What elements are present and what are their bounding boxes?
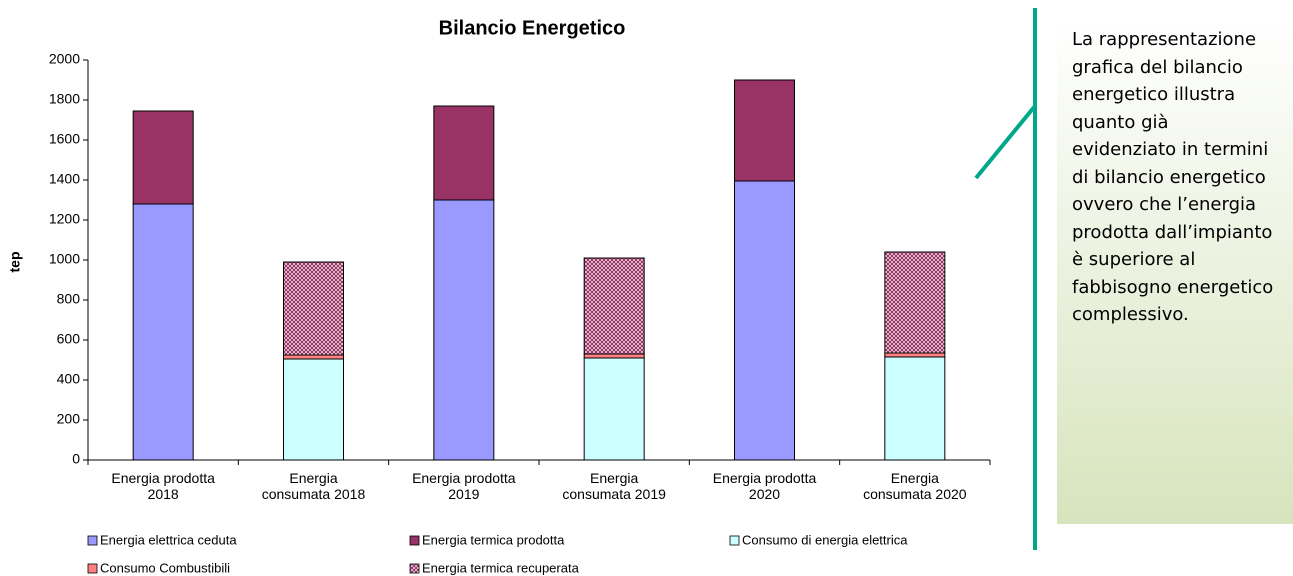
bar-segment <box>433 199 495 461</box>
bar-segment <box>734 180 795 461</box>
bar-segment <box>884 251 946 354</box>
bar-segment <box>283 354 344 360</box>
bar-segment <box>734 79 795 182</box>
legend-label: Energia elettrica ceduta <box>100 532 237 547</box>
x-tick-label: Energia prodotta 2019 <box>412 470 516 502</box>
bar-segment <box>433 105 495 201</box>
legend-label: Energia termica prodotta <box>422 532 565 547</box>
y-tick-label: 800 <box>57 291 81 307</box>
bar-segment <box>283 261 344 356</box>
legend-swatch <box>87 535 98 546</box>
legend-swatch <box>87 563 98 574</box>
y-tick-label: 1400 <box>49 171 80 187</box>
bar-segment <box>583 357 645 461</box>
y-tick-label: 0 <box>72 451 80 467</box>
y-tick-label: 1800 <box>49 91 80 107</box>
x-tick-label: Energia prodotta 2018 <box>111 470 215 502</box>
bar-segment <box>583 257 645 355</box>
legend-swatch <box>729 535 740 546</box>
y-tick-label: 600 <box>57 331 81 347</box>
legend-swatch <box>409 535 420 546</box>
bar-segment <box>132 110 194 205</box>
legend-label: Consumo Combustibili <box>100 560 230 575</box>
y-tick-label: 200 <box>57 411 81 427</box>
chart-title: Bilancio Energetico <box>439 17 626 39</box>
x-tick-label: Energia consumata 2020 <box>863 470 967 502</box>
x-tick-label: Energia consumata 2019 <box>562 470 666 502</box>
legend-swatch <box>409 563 420 574</box>
y-tick-label: 2000 <box>49 51 80 67</box>
x-tick-label: Energia prodotta 2020 <box>712 470 817 502</box>
legend-label: Consumo di energia elettrica <box>742 532 908 547</box>
y-axis-label: tep <box>7 252 23 273</box>
x-tick-label: Energia consumata 2018 <box>261 470 366 502</box>
bar-segment <box>132 203 194 461</box>
bar-segment <box>283 358 344 461</box>
y-tick-label: 1200 <box>49 211 80 227</box>
y-tick-label: 400 <box>57 371 81 387</box>
bar-segment <box>884 352 946 358</box>
y-tick-label: 1600 <box>49 131 80 147</box>
note-text: La rappresentazione grafica del bilancio… <box>1057 22 1293 524</box>
bar-segment <box>884 356 946 461</box>
bar-segment <box>583 353 645 359</box>
legend-label: Energia termica recuperata <box>422 560 580 575</box>
y-tick-label: 1000 <box>49 251 80 267</box>
callout-connector <box>974 104 1037 180</box>
